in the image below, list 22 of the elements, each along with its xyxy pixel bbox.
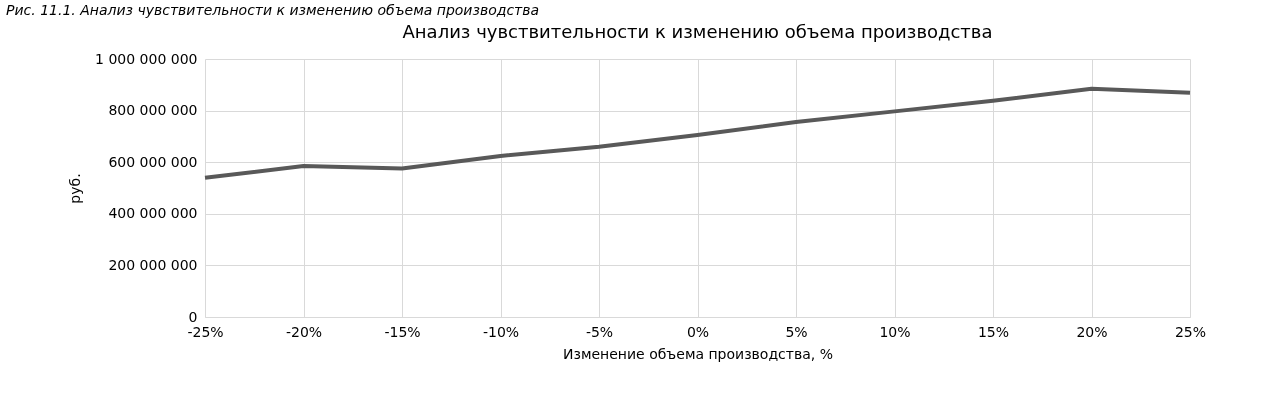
y-tick-label: 200 000 000 [108,256,198,273]
y-tick-label: 1 000 000 000 [95,50,198,67]
x-tick-label: -10% [482,323,520,340]
y-tick-label: 800 000 000 [108,102,198,119]
y-tick-label: 600 000 000 [108,153,198,170]
line-series [203,86,1192,180]
chart-title: Анализ чувствительности к изменению объема производства [402,21,993,42]
x-tick-label: 0% [686,323,710,340]
x-tick-label: -25% [187,323,224,340]
y-tick-label: 400 000 000 [108,205,198,222]
text: Рис. 11.1. Анализ чувствительности к изменению объема производства [6,2,541,18]
x-tick-label: 25% [1174,323,1207,340]
x-axis-title: Изменение объема производства, % [563,345,833,362]
y-tick-label: 0 [188,308,198,325]
x-tick-label: 5% [785,323,808,340]
x-tick-label: 15% [977,323,1010,340]
x-tick-label: 20% [1076,323,1108,340]
x-tick-label: 10% [879,323,911,340]
x-tick-label: -5% [585,323,614,340]
x-tick-label: -15% [384,323,421,340]
y-axis-title: руб. [67,173,84,204]
x-tick-label: -20% [285,323,323,340]
